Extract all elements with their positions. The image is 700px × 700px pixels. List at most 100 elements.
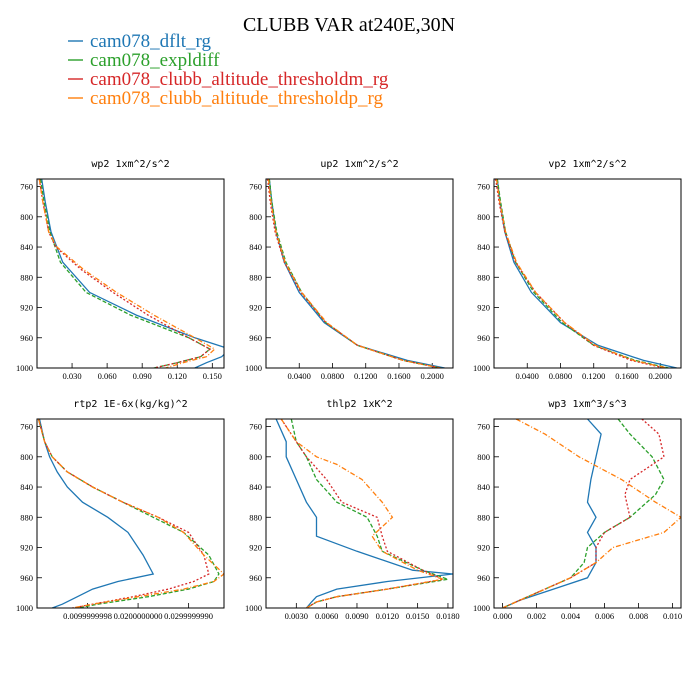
series-line [268, 179, 445, 368]
plot-frame [493, 418, 682, 609]
y-tick-label: 1000 [473, 363, 490, 373]
x-tick-label: 0.002 [527, 611, 546, 621]
y-tick-label: 880 [249, 272, 262, 282]
y-tick-label: 880 [20, 512, 33, 522]
series-line [38, 179, 216, 368]
y-tick-label: 1000 [16, 603, 33, 613]
y-tick-label: 920 [20, 543, 33, 553]
x-tick-label: 0.000 [493, 611, 512, 621]
panel-title: thlp2 1xK^2 [326, 399, 392, 410]
chart-panel: up2 1xm^2/s^2 760 800 840 880 920 960 1000 0.040… [245, 159, 454, 381]
series-line [502, 419, 665, 608]
panels: wp2 1xm^2/s^2 760 800 840 880 920 960 1000 0.030… [16, 159, 682, 621]
y-tick-label: 760 [477, 422, 490, 432]
x-tick-label: 0.1600 [387, 371, 410, 381]
x-tick-label: 0.0180 [436, 611, 459, 621]
x-tick-label: 0.1600 [615, 371, 638, 381]
y-tick-label: 800 [20, 452, 33, 462]
chart-panel: wp3 1xm^3/s^3 760 800 840 880 920 960 10000.000… [473, 399, 682, 621]
y-tick-label: 840 [249, 242, 262, 252]
y-tick-label: 960 [20, 573, 33, 583]
y-tick-label: 1000 [245, 603, 262, 613]
panel-title: vp2 1xm^2/s^2 [548, 159, 626, 170]
legend: cam078_dflt_rgcam078_expldiffcam078_club… [68, 31, 389, 109]
series-line [267, 179, 441, 368]
y-tick-label: 800 [249, 212, 262, 222]
series-line [41, 179, 224, 368]
series-line [280, 419, 446, 608]
x-tick-label: 0.0400 [516, 371, 539, 381]
y-tick-label: 880 [249, 512, 262, 522]
x-tick-label: 0.0800 [321, 371, 344, 381]
y-tick-label: 760 [249, 422, 262, 432]
y-tick-label: 800 [477, 212, 490, 222]
series-line [267, 179, 441, 368]
x-tick-label: 0.006 [595, 611, 614, 621]
x-tick-label: 0.1200 [582, 371, 605, 381]
series-line [280, 419, 446, 608]
x-tick-label: 0.090 [133, 371, 152, 381]
y-tick-label: 800 [20, 212, 33, 222]
legend-label: cam078_clubb_altitude_thresholdm_rg [90, 69, 389, 90]
y-tick-label: 760 [20, 422, 33, 432]
plot-frame [265, 178, 454, 369]
y-tick-label: 1000 [245, 363, 262, 373]
series-line [37, 419, 224, 608]
y-tick-label: 840 [477, 482, 490, 492]
x-tick-label: 0.2000 [421, 371, 444, 381]
x-tick-label: 0.0030 [285, 611, 308, 621]
x-tick-label: 0.0200000000 [114, 611, 163, 621]
x-tick-label: 0.0150 [406, 611, 429, 621]
x-tick-label: 0.120 [168, 371, 187, 381]
series-line [38, 179, 212, 368]
series-line [502, 419, 681, 608]
y-tick-label: 960 [249, 573, 262, 583]
y-tick-label: 840 [477, 242, 490, 252]
x-tick-label: 0.0299999990 [164, 611, 213, 621]
x-tick-label: 0.0800 [549, 371, 572, 381]
series-line [495, 179, 665, 368]
y-tick-label: 840 [20, 242, 33, 252]
x-tick-label: 0.004 [561, 611, 581, 621]
series-line [268, 179, 441, 368]
series-line [275, 419, 453, 608]
y-tick-label: 1000 [473, 603, 490, 613]
series-line [495, 179, 668, 368]
x-tick-label: 0.0400 [288, 371, 311, 381]
plot-frame [493, 178, 682, 369]
legend-label: cam078_expldiff [90, 50, 220, 71]
x-tick-label: 0.0120 [376, 611, 399, 621]
y-tick-label: 800 [249, 452, 262, 462]
y-tick-label: 760 [249, 182, 262, 192]
y-tick-label: 920 [20, 303, 33, 313]
series-line [37, 419, 210, 608]
x-tick-label: 0.030 [63, 371, 82, 381]
y-tick-label: 1000 [16, 363, 33, 373]
y-tick-label: 840 [249, 482, 262, 492]
chart-panel: wp2 1xm^2/s^2 760 800 840 880 920 960 1000 0.030… [16, 159, 225, 381]
plot-frame [36, 178, 225, 369]
y-tick-label: 880 [20, 272, 33, 282]
y-tick-label: 880 [477, 272, 490, 282]
legend-label: cam078_dflt_rg [90, 31, 212, 52]
y-tick-label: 960 [20, 333, 33, 343]
x-tick-label: 0.008 [629, 611, 648, 621]
panel-title: wp3 1xm^3/s^3 [548, 399, 626, 410]
legend-label: cam078_clubb_altitude_thresholdp_rg [90, 88, 384, 109]
x-tick-label: 0.060 [98, 371, 117, 381]
panel-title: rtp2 1E-6x(kg/kg)^2 [73, 399, 187, 410]
chart-panel: vp2 1xm^2/s^2 760 800 840 880 920 960 1000 0.040… [473, 159, 682, 381]
y-tick-label: 960 [477, 333, 490, 343]
series-line [502, 419, 602, 608]
y-tick-label: 880 [477, 512, 490, 522]
series-line [39, 179, 212, 368]
series-line [38, 419, 155, 608]
series-line [496, 179, 669, 368]
y-tick-label: 960 [249, 333, 262, 343]
x-tick-label: 0.0099999998 [63, 611, 112, 621]
plot-frame [265, 418, 454, 609]
chart-panel: thlp2 1xK^2 760 800 840 880 920 960 1000 0.0030 0… [245, 399, 460, 621]
panel-title: up2 1xm^2/s^2 [320, 159, 398, 170]
x-tick-label: 0.010 [663, 611, 682, 621]
x-tick-label: 0.150 [203, 371, 222, 381]
